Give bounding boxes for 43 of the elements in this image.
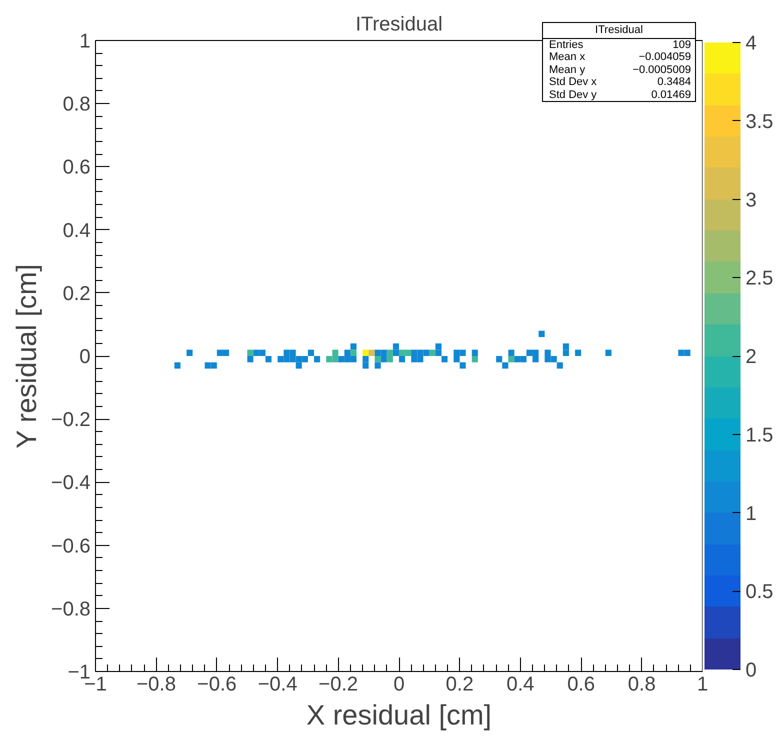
y-tick-label: −0.6 xyxy=(51,535,90,558)
y-tick-label: 0.6 xyxy=(62,156,91,179)
color-bar-label: 4 xyxy=(746,32,757,54)
color-bar-label: 2 xyxy=(746,346,757,368)
annotation: 109 xyxy=(672,38,692,51)
x-tick-label: 1 xyxy=(696,674,708,696)
y-tick-label: −0.4 xyxy=(51,472,90,494)
y-tick-label: 1 xyxy=(79,30,90,52)
x-tick-label: −0.4 xyxy=(258,674,298,696)
chart-title: ITresidual xyxy=(355,14,443,36)
annotation: Std Dev x xyxy=(548,76,598,88)
annotation: −0.0005009 xyxy=(632,64,692,76)
x-tick-label: 0.4 xyxy=(506,674,534,696)
color-bar-label: 0 xyxy=(746,660,757,682)
annotation: Mean y xyxy=(548,64,586,76)
color-bar-label: 1.5 xyxy=(746,424,774,446)
color-bar-label: 3.5 xyxy=(746,110,774,133)
x-tick-label: 0.2 xyxy=(446,674,474,696)
annotation: −0.004059 xyxy=(638,51,692,64)
color-bar-label: 3 xyxy=(746,189,757,212)
color-bar-label: 2.5 xyxy=(746,268,774,290)
annotation: 0.3484 xyxy=(656,76,692,88)
annotation: Mean x xyxy=(548,51,586,64)
y-tick-label: 0.4 xyxy=(62,220,91,242)
color-bar-label: 0.5 xyxy=(746,581,774,604)
x-tick-label: 0.8 xyxy=(628,674,656,696)
annotation: Entries xyxy=(548,38,584,51)
x-tick-label: 0.6 xyxy=(567,674,596,696)
color-bar-label: 1 xyxy=(746,502,757,525)
x-tick-label: −0.6 xyxy=(197,674,237,696)
annotation: Std Dev y xyxy=(548,88,598,102)
y-axis-title: Y residual [cm] xyxy=(11,264,42,449)
x-axis-title: X residual [cm] xyxy=(306,700,492,730)
text: ITresidual xyxy=(542,22,696,38)
y-tick-label: 0.2 xyxy=(62,282,91,305)
annotation: 0.01469 xyxy=(650,88,692,102)
x-tick-label: −0.8 xyxy=(136,674,176,696)
x-tick-label: 0 xyxy=(393,674,405,696)
y-tick-label: 0.8 xyxy=(62,94,91,116)
y-tick-label: 0 xyxy=(79,346,90,368)
y-tick-label: −0.8 xyxy=(51,598,90,620)
x-tick-label: −0.2 xyxy=(318,674,358,696)
y-tick-label: −0.2 xyxy=(51,409,90,432)
